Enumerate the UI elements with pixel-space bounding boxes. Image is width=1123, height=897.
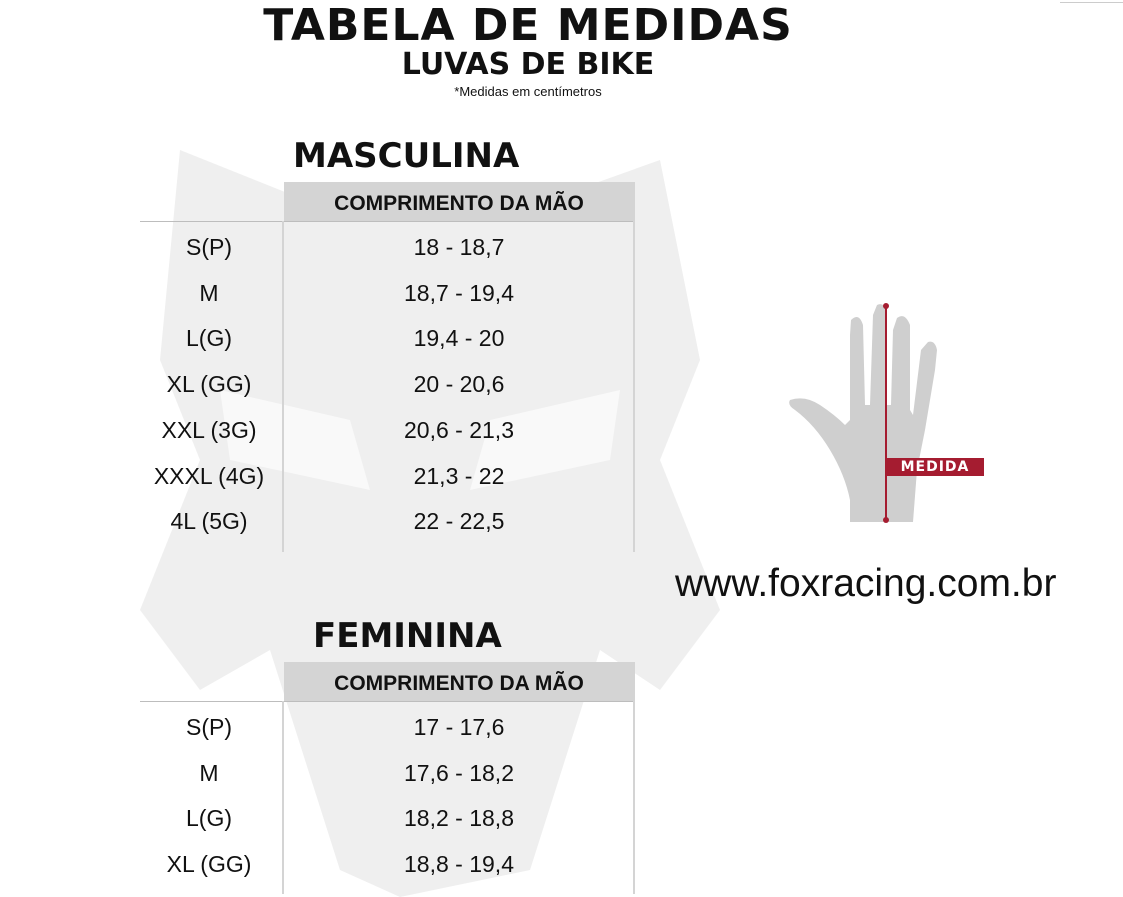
divider <box>282 221 284 552</box>
table-row: S(P) 18 - 18,7 <box>140 224 635 270</box>
table-row: 4L (5G) 22 - 22,5 <box>140 498 635 544</box>
hand-length-value: 18,2 - 18,8 <box>404 805 514 832</box>
section-title-feminina: FEMININA <box>313 616 502 656</box>
table-row: XXXL (4G) 21,3 - 22 <box>140 453 635 499</box>
size-label: L(G) <box>186 805 232 832</box>
hand-icon <box>789 303 984 523</box>
size-label: XL (GG) <box>166 371 252 398</box>
column-header: COMPRIMENTO DA MÃO <box>284 182 634 221</box>
medida-label: MEDIDA <box>900 459 970 475</box>
table-row: L(G) 19,4 - 20 <box>140 315 635 361</box>
divider <box>282 701 284 894</box>
size-label: L(G) <box>186 325 232 352</box>
divider <box>633 662 635 894</box>
hand-length-value: 18,8 - 19,4 <box>404 851 514 878</box>
hand-length-value: 17,6 - 18,2 <box>404 759 514 786</box>
page-title: TABELA DE MEDIDAS <box>263 0 793 51</box>
hand-length-value: 19,4 - 20 <box>413 325 505 352</box>
size-label: XXL (3G) <box>161 416 257 443</box>
size-label: 4L (5G) <box>170 508 248 535</box>
table-row: XL (GG) 20 - 20,6 <box>140 361 635 407</box>
divider <box>1060 2 1123 3</box>
section-title-masculina: MASCULINA <box>293 136 520 176</box>
table-row: XL (GG) 18,8 - 19,4 <box>140 841 635 887</box>
units-note: *Medidas em centímetros <box>454 84 602 99</box>
size-label: XXXL (4G) <box>153 462 265 489</box>
table-row: S(P) 17 - 17,6 <box>140 704 635 750</box>
table-feminina: COMPRIMENTO DA MÃO S(P) 17 - 17,6 M 17,6 - … <box>140 662 635 894</box>
table-row: M 18,7 - 19,4 <box>140 270 635 316</box>
hand-length-value: 20 - 20,6 <box>413 371 505 398</box>
table-row: XXL (3G) 20,6 - 21,3 <box>140 407 635 453</box>
column-header: COMPRIMENTO DA MÃO <box>284 662 634 701</box>
page-subtitle: LUVAS DE BIKE <box>401 47 655 82</box>
fox-head-watermark-icon <box>140 150 720 897</box>
hand-length-value: 22 - 22,5 <box>413 508 505 535</box>
size-label: XL (GG) <box>166 851 252 878</box>
hand-length-value: 17 - 17,6 <box>413 714 505 740</box>
hand-length-value: 18,7 - 19,4 <box>404 279 514 306</box>
size-label: M <box>199 279 219 306</box>
table-row: M 17,6 - 18,2 <box>140 750 635 796</box>
divider <box>633 182 635 552</box>
hand-length-value: 21,3 - 22 <box>413 462 505 489</box>
table-masculina: COMPRIMENTO DA MÃO S(P) 18 - 18,7 M 18,7 - … <box>140 182 635 552</box>
divider <box>140 701 635 702</box>
size-label: S(P) <box>186 234 232 260</box>
table-row: L(G) 18,2 - 18,8 <box>140 795 635 841</box>
size-label: M <box>199 759 219 786</box>
size-label: S(P) <box>186 714 232 740</box>
divider <box>140 221 635 222</box>
website-link[interactable]: www.foxracing.com.br <box>675 562 1057 605</box>
hand-length-value: 18 - 18,7 <box>413 234 505 260</box>
hand-length-value: 20,6 - 21,3 <box>404 416 514 443</box>
